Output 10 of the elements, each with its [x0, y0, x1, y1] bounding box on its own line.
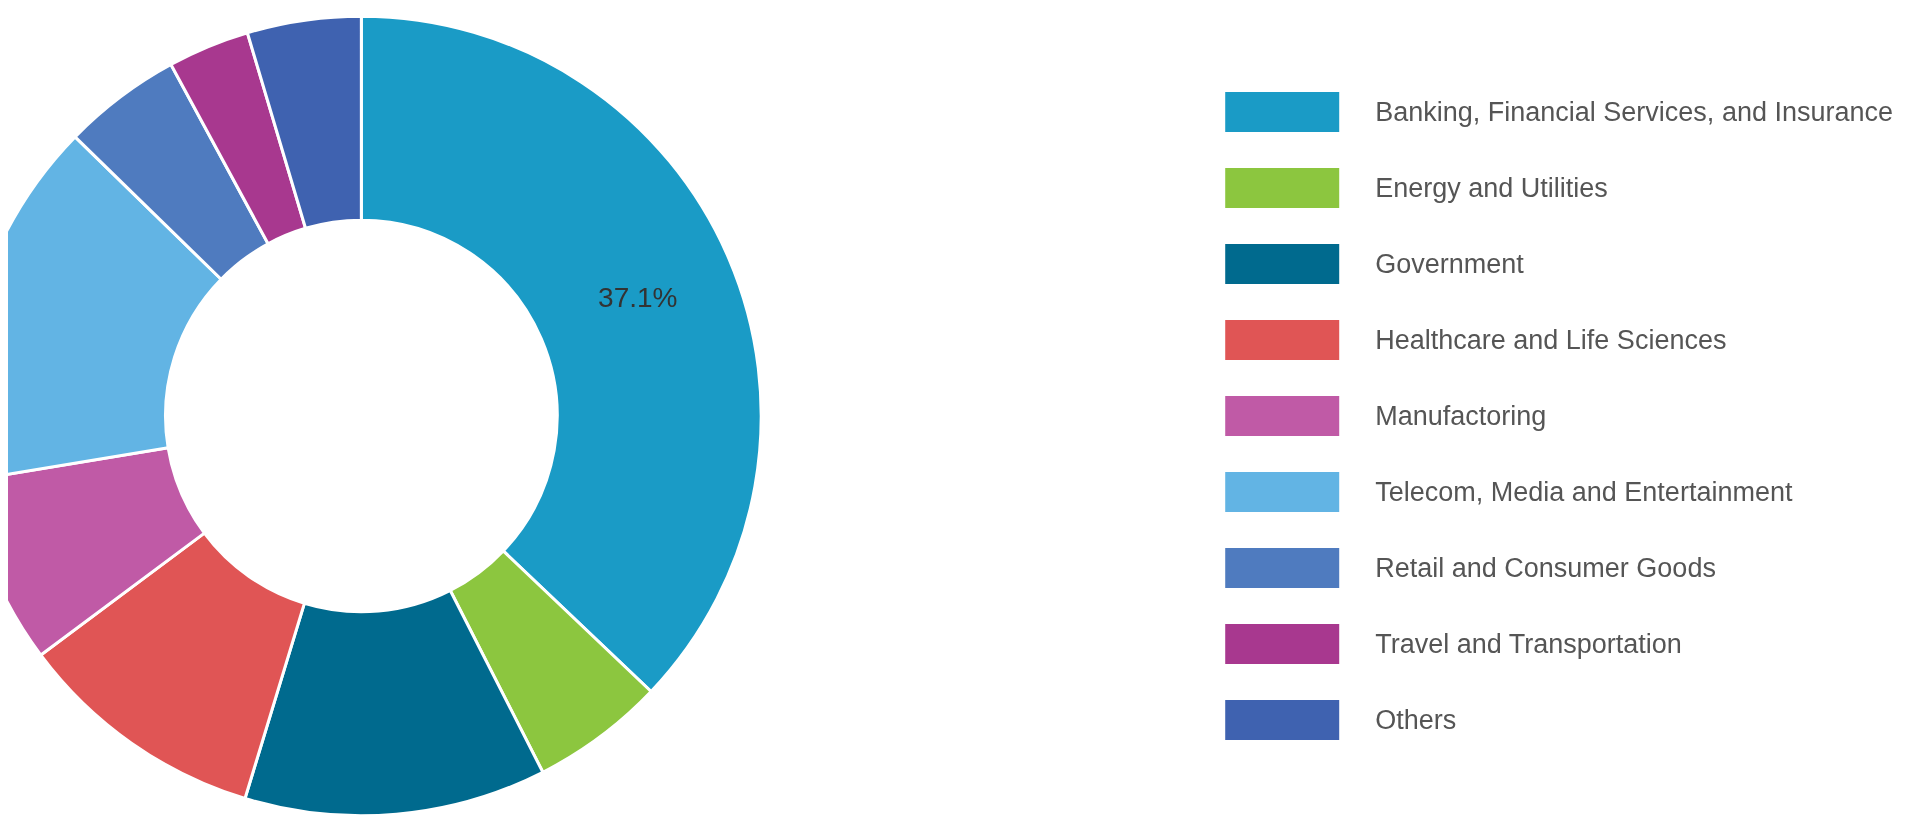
legend-label: Energy and Utilities [1375, 173, 1608, 203]
legend-label: Manufactoring [1375, 401, 1547, 431]
legend-label: Telecom, Media and Entertainment [1375, 477, 1793, 507]
legend-label: Banking, Financial Services, and Insurance [1375, 97, 1894, 127]
legend-label: Government [1375, 249, 1525, 279]
legend-label: Retail and Consumer Goods [1375, 553, 1716, 583]
legend-label: Travel and Transportation [1375, 629, 1682, 659]
data-label: 37.1% [598, 281, 678, 313]
legend-label: Healthcare and Life Sciences [1375, 325, 1727, 355]
legend-label: Others [1375, 705, 1457, 735]
